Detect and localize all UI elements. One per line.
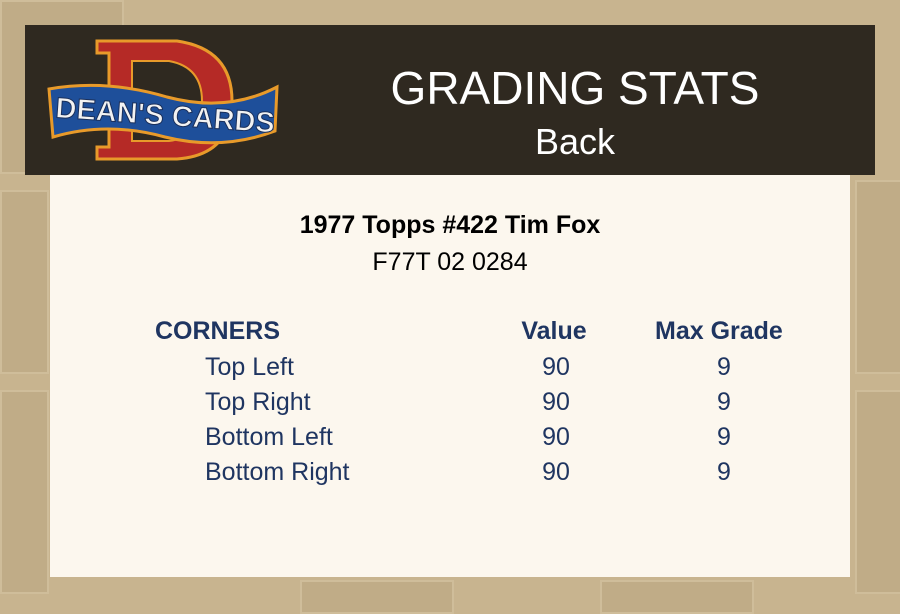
row-max-grade: 9 bbox=[717, 423, 731, 451]
header-bar: DEAN'S CARDS GRADING STATS Back bbox=[25, 25, 875, 175]
row-value: 90 bbox=[542, 388, 570, 416]
row-label: Top Left bbox=[205, 353, 294, 381]
card-name: 1977 Topps #422 Tim Fox bbox=[299, 211, 601, 239]
deans-cards-logo[interactable]: DEAN'S CARDS bbox=[47, 39, 282, 161]
cert-number: F77T 02 0284 bbox=[372, 248, 528, 276]
stats-panel: 1977 Topps #422 Tim Fox F77T 02 0284 COR… bbox=[50, 175, 850, 577]
value-header: Value bbox=[521, 317, 587, 345]
row-value: 90 bbox=[542, 353, 570, 381]
row-max-grade: 9 bbox=[717, 388, 731, 416]
row-max-grade: 9 bbox=[717, 353, 731, 381]
corners-header: CORNERS bbox=[155, 317, 281, 345]
row-value: 90 bbox=[542, 423, 570, 451]
row-max-grade: 9 bbox=[717, 458, 731, 486]
row-value: 90 bbox=[542, 458, 570, 486]
page-subtitle: Back bbox=[534, 121, 616, 162]
row-label: Bottom Right bbox=[205, 458, 350, 486]
row-label: Top Right bbox=[205, 388, 311, 416]
row-label: Bottom Left bbox=[205, 423, 333, 451]
page-title: GRADING STATS bbox=[390, 62, 760, 114]
max-grade-header: Max Grade bbox=[655, 317, 783, 345]
